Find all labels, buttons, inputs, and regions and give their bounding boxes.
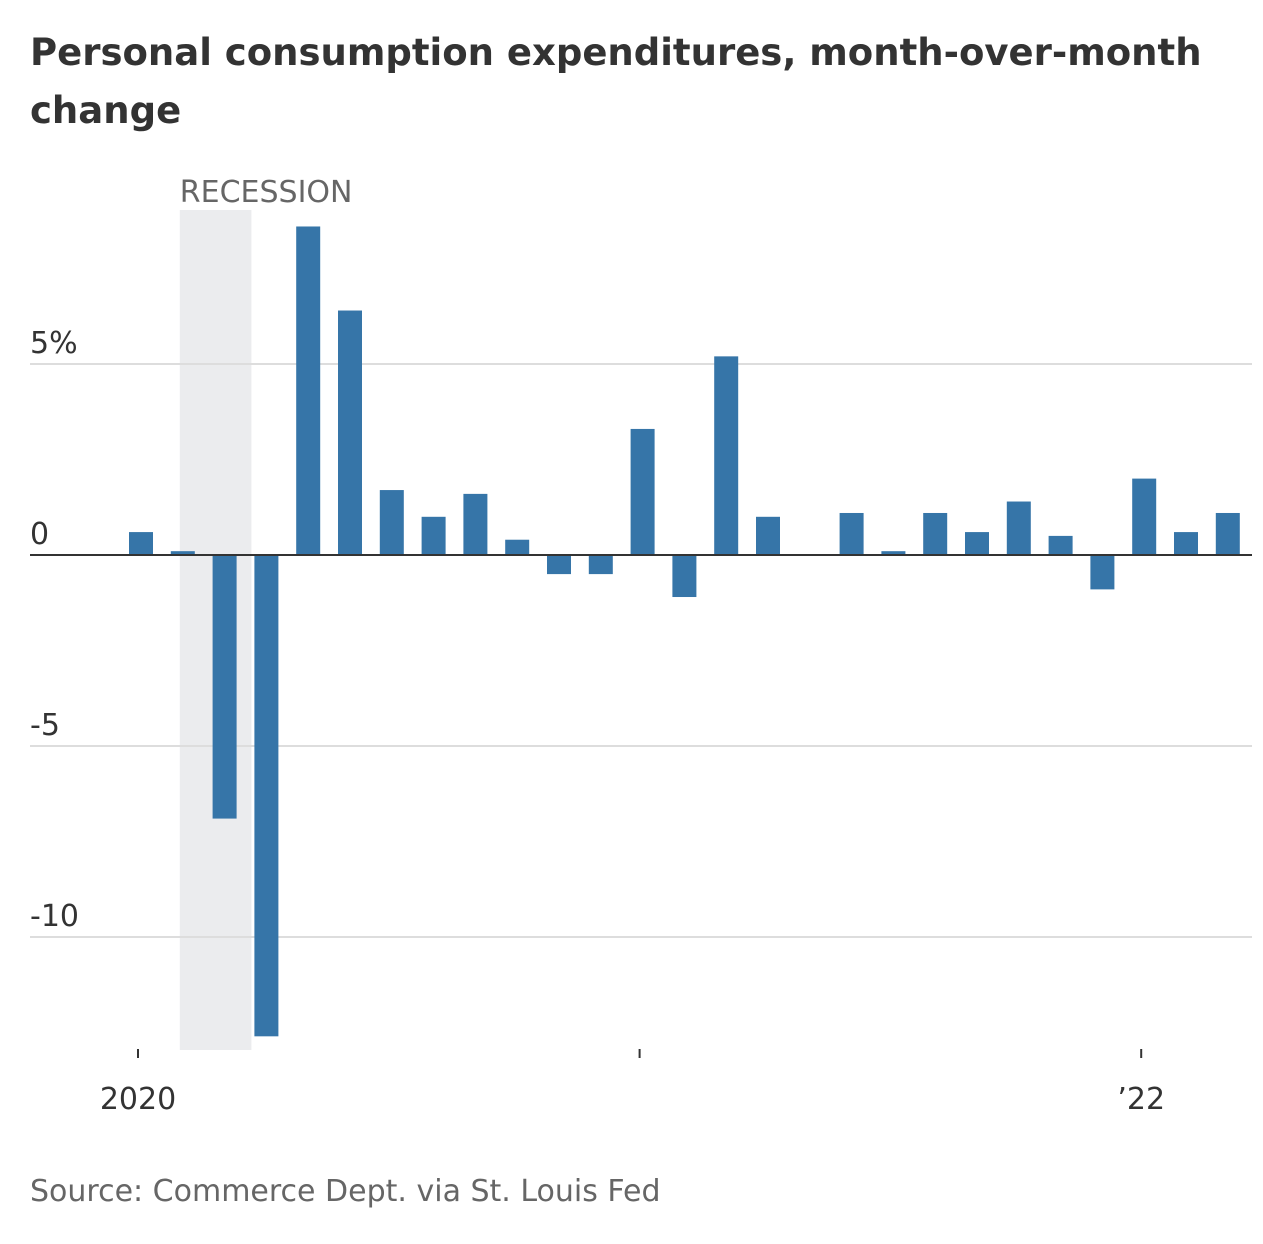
bar — [129, 532, 153, 555]
bar — [1006, 501, 1031, 555]
bar — [839, 512, 864, 555]
bar-chart: RECESSION 5% 0 -5 -10 2020 ’22 — [30, 175, 1252, 1117]
x-tick-label: 2020 — [100, 1082, 176, 1117]
gridlines: 5% 0 -5 -10 — [30, 326, 1252, 938]
bar — [296, 226, 321, 556]
y-tick-label: -5 — [30, 708, 60, 743]
x-tick-label: ’22 — [1117, 1082, 1165, 1117]
y-tick-label: 5% — [30, 326, 78, 361]
bar — [1090, 555, 1115, 590]
bars — [129, 226, 1240, 1037]
bar — [756, 516, 780, 555]
axes: 2020 ’22 — [30, 554, 1252, 1117]
bar — [421, 516, 446, 555]
y-tick-label: -10 — [30, 899, 79, 934]
recession-shade-layer: RECESSION — [179, 175, 353, 1050]
bar — [212, 555, 237, 819]
bar — [1048, 535, 1073, 555]
bar — [630, 428, 655, 555]
bar — [672, 555, 697, 598]
bar — [547, 555, 571, 575]
bar — [1215, 512, 1240, 555]
bar — [881, 551, 906, 555]
bar — [254, 555, 279, 1037]
bar — [1132, 478, 1157, 555]
source-note: Source: Commerce Dept. via St. Louis Fed — [30, 1174, 661, 1209]
bar — [170, 551, 195, 555]
bar — [714, 356, 739, 555]
bar — [379, 490, 404, 555]
bar — [463, 493, 488, 555]
recession-label: RECESSION — [180, 175, 353, 210]
y-tick-label: 0 — [30, 517, 49, 552]
bar — [588, 555, 613, 575]
bar — [1174, 532, 1198, 555]
bar — [923, 512, 948, 555]
bar — [965, 532, 989, 555]
bar — [505, 539, 530, 555]
chart-title: Personal consumption expenditures, month… — [30, 31, 1202, 132]
bar — [338, 310, 362, 555]
